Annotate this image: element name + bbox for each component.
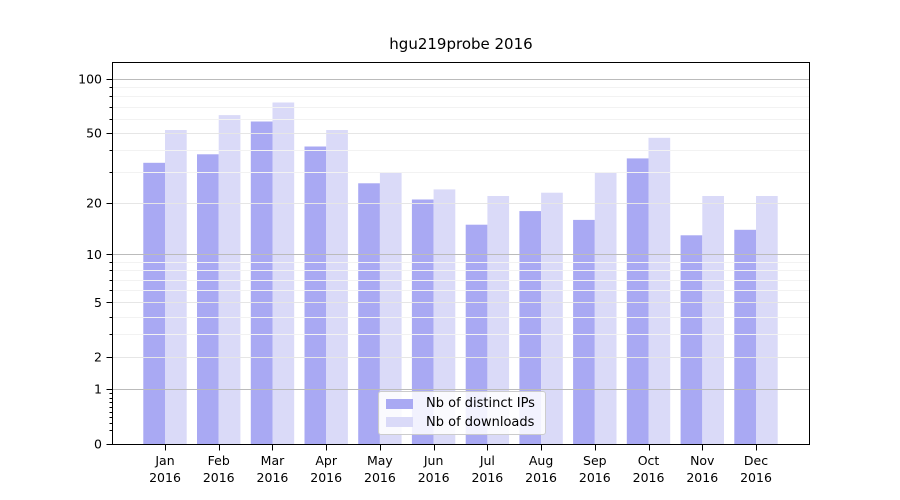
- x-tick-label-month-jun: Jun: [423, 453, 444, 468]
- x-tick-label-year-dec-2016: 2016: [740, 470, 772, 485]
- legend-swatch-downloads: [386, 417, 413, 428]
- x-tick-label-year-apr-2016: 2016: [310, 470, 342, 485]
- x-tick-label-month-feb: Feb: [208, 453, 230, 468]
- x-tick-label-month-sep: Sep: [583, 453, 607, 468]
- x-tick-label-month-may: May: [367, 453, 393, 468]
- legend-label-distinct-ips: Nb of distinct IPs: [426, 396, 535, 412]
- x-tick-label-year-feb-2016: 2016: [203, 470, 235, 485]
- x-tick-label-year-may-2016: 2016: [364, 470, 396, 485]
- x-tick-label-year-mar-2016: 2016: [257, 470, 289, 485]
- x-tick-label-year-oct-2016: 2016: [633, 470, 665, 485]
- bar-nb-of-downloads-dec-2016: [756, 196, 778, 444]
- bar-nb-of-distinct-ips-apr-2016: [304, 146, 327, 444]
- bar-nb-of-downloads-mar-2016: [272, 102, 295, 444]
- y-tick-label-5: 5: [94, 295, 102, 310]
- y-tick-label-100: 100: [78, 72, 102, 87]
- bar-nb-of-distinct-ips-jan-2016: [143, 162, 165, 445]
- bar-nb-of-distinct-ips-sep-2016: [573, 219, 595, 444]
- bar-nb-of-downloads-aug-2016: [541, 192, 563, 444]
- bar-nb-of-distinct-ips-may-2016: [358, 183, 380, 445]
- legend: Nb of distinct IPs Nb of downloads: [378, 391, 546, 435]
- x-tick-label-month-oct: Oct: [638, 453, 660, 468]
- x-tick-label-year-nov-2016: 2016: [686, 470, 718, 485]
- x-tick-label-year-aug-2016: 2016: [525, 470, 557, 485]
- bar-nb-of-downloads-jun-2016: [433, 189, 456, 444]
- legend-item-downloads: Nb of downloads: [386, 414, 539, 431]
- bar-nb-of-downloads-jul-2016: [487, 196, 510, 444]
- x-tick-label-month-nov: Nov: [690, 453, 715, 468]
- bar-nb-of-distinct-ips-mar-2016: [250, 121, 273, 444]
- x-tick-label-year-jul-2016: 2016: [471, 470, 503, 485]
- bar-nb-of-distinct-ips-oct-2016: [626, 158, 649, 444]
- legend-swatch-distinct-ips: [386, 398, 413, 409]
- bar-nb-of-distinct-ips-dec-2016: [734, 229, 756, 444]
- bar-nb-of-downloads-nov-2016: [702, 196, 724, 444]
- bar-nb-of-distinct-ips-aug-2016: [519, 211, 542, 444]
- bar-nb-of-downloads-feb-2016: [218, 115, 241, 444]
- bar-nb-of-distinct-ips-nov-2016: [680, 235, 703, 444]
- bar-nb-of-downloads-may-2016: [379, 172, 402, 444]
- x-tick-label-year-jun-2016: 2016: [418, 470, 450, 485]
- chart-title: hgu219probe 2016: [389, 35, 533, 53]
- legend-label-downloads: Nb of downloads: [426, 414, 535, 430]
- y-tick-label-10: 10: [86, 247, 102, 262]
- x-tick-label-month-aug: Aug: [529, 453, 553, 468]
- bar-nb-of-distinct-ips-feb-2016: [197, 154, 219, 445]
- y-tick-label-2: 2: [94, 350, 102, 365]
- y-tick-label-50: 50: [86, 126, 102, 141]
- y-tick-label-0: 0: [94, 437, 102, 452]
- y-tick-label-20: 20: [86, 196, 102, 211]
- x-tick-label-month-apr: Apr: [315, 453, 337, 468]
- x-tick-label-year-sep-2016: 2016: [579, 470, 611, 485]
- bar-nb-of-downloads-jan-2016: [165, 130, 187, 444]
- x-tick-label-month-jan: Jan: [154, 453, 174, 468]
- legend-item-distinct-ips: Nb of distinct IPs: [386, 395, 539, 412]
- bar-nb-of-downloads-apr-2016: [326, 130, 348, 444]
- bar-nb-of-distinct-ips-jun-2016: [411, 199, 434, 444]
- x-tick-label-month-dec: Dec: [744, 453, 768, 468]
- x-tick-label-month-mar: Mar: [261, 453, 285, 468]
- bar-nb-of-downloads-sep-2016: [594, 172, 617, 444]
- x-tick-label-month-jul: Jul: [479, 453, 495, 468]
- y-tick-label-1: 1: [94, 382, 102, 397]
- x-tick-label-year-jan-2016: 2016: [149, 470, 181, 485]
- plot-frame: [111, 61, 811, 446]
